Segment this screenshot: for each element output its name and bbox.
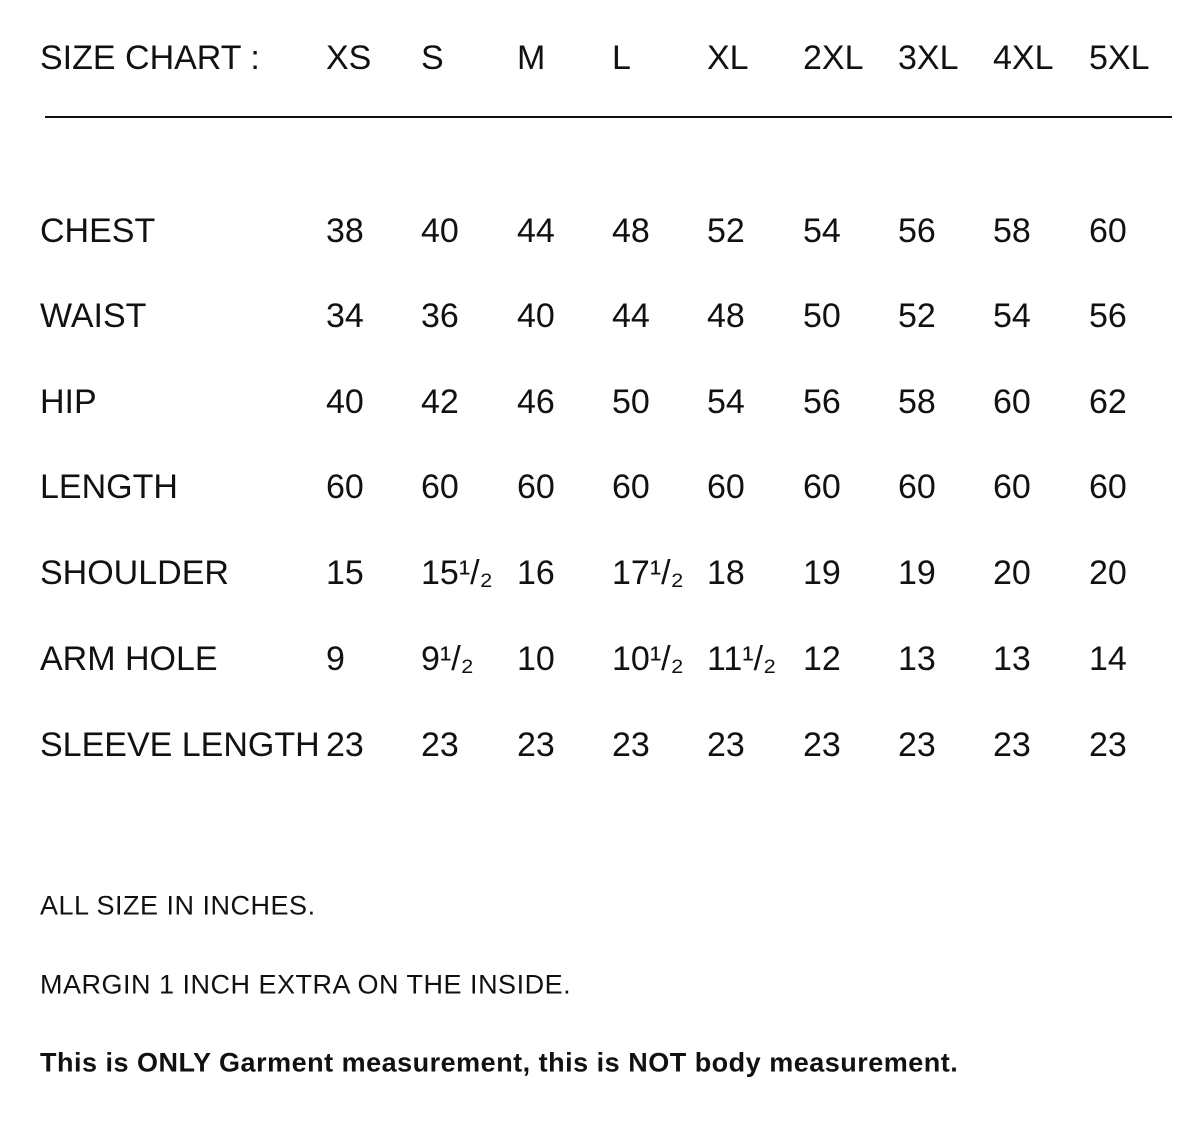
measurement: 13 [993,640,1031,678]
note: MARGIN 1 INCH EXTRA ON THE INSIDE. [40,969,572,1000]
measurement: 20 [993,554,1031,592]
measurement: 42 [421,383,459,421]
size-header: 5XL [1089,39,1150,77]
measurement: 46 [517,383,555,421]
measurement: 48 [707,297,745,335]
size-header: 4XL [993,39,1054,77]
measurement: 40 [326,383,364,421]
measurement: 38 [326,212,364,250]
measurement: 23 [707,726,745,764]
size-header: XL [707,39,749,77]
measurement: 60 [707,468,745,506]
measurement: 54 [993,297,1031,335]
row-label: HIP [40,383,97,421]
measurement: 52 [898,297,936,335]
size-header: M [517,39,546,77]
measurement: 23 [898,726,936,764]
measurement: 56 [803,383,841,421]
row-label: WAIST [40,297,147,335]
measurement: 58 [993,212,1031,250]
header-rule [45,116,1172,118]
measurement: 15¹/₂ [421,554,493,592]
measurement: 20 [1089,554,1127,592]
measurement: 50 [612,383,650,421]
row-label: SLEEVE LENGTH [40,726,320,764]
size-header: 3XL [898,39,959,77]
size-header: S [421,39,444,77]
measurement: 54 [707,383,745,421]
measurement: 40 [517,297,555,335]
row-label: LENGTH [40,468,178,506]
measurement: 56 [898,212,936,250]
measurement: 10¹/₂ [612,640,684,678]
measurement: 23 [326,726,364,764]
measurement: 44 [612,297,650,335]
size-header: L [612,39,631,77]
measurement: 12 [803,640,841,678]
measurement: 17¹/₂ [612,554,684,592]
measurement: 23 [421,726,459,764]
row-label: SHOULDER [40,554,229,592]
disclaimer: This is ONLY Garment measurement, this i… [40,1047,959,1078]
measurement: 58 [898,383,936,421]
measurement: 60 [517,468,555,506]
measurement: 40 [421,212,459,250]
note: ALL SIZE IN INCHES. [40,890,316,921]
measurement: 23 [1089,726,1127,764]
measurement: 9 [326,640,345,678]
measurement: 9¹/₂ [421,640,474,678]
measurement: 18 [707,554,745,592]
measurement: 56 [1089,297,1127,335]
row-label: CHEST [40,212,156,250]
measurement: 14 [1089,640,1127,678]
measurement: 60 [421,468,459,506]
measurement: 62 [1089,383,1127,421]
measurement: 13 [898,640,936,678]
measurement: 60 [326,468,364,506]
measurement: 50 [803,297,841,335]
measurement: 15 [326,554,364,592]
measurement: 44 [517,212,555,250]
measurement: 19 [898,554,936,592]
measurement: 11¹/₂ [707,640,777,678]
measurement: 16 [517,554,555,592]
measurement: 54 [803,212,841,250]
measurement: 60 [803,468,841,506]
measurement: 60 [1089,212,1127,250]
measurement: 23 [993,726,1031,764]
measurement: 34 [326,297,364,335]
measurement: 19 [803,554,841,592]
measurement: 60 [898,468,936,506]
measurement: 60 [1089,468,1127,506]
measurement: 23 [612,726,650,764]
table-title: SIZE CHART : [40,39,260,77]
measurement: 10 [517,640,555,678]
measurement: 23 [803,726,841,764]
measurement: 48 [612,212,650,250]
size-header: XS [326,39,372,77]
measurement: 60 [993,383,1031,421]
measurement: 52 [707,212,745,250]
measurement: 60 [993,468,1031,506]
row-label: ARM HOLE [40,640,218,678]
measurement: 60 [612,468,650,506]
measurement: 36 [421,297,459,335]
measurement: 23 [517,726,555,764]
size-header: 2XL [803,39,864,77]
